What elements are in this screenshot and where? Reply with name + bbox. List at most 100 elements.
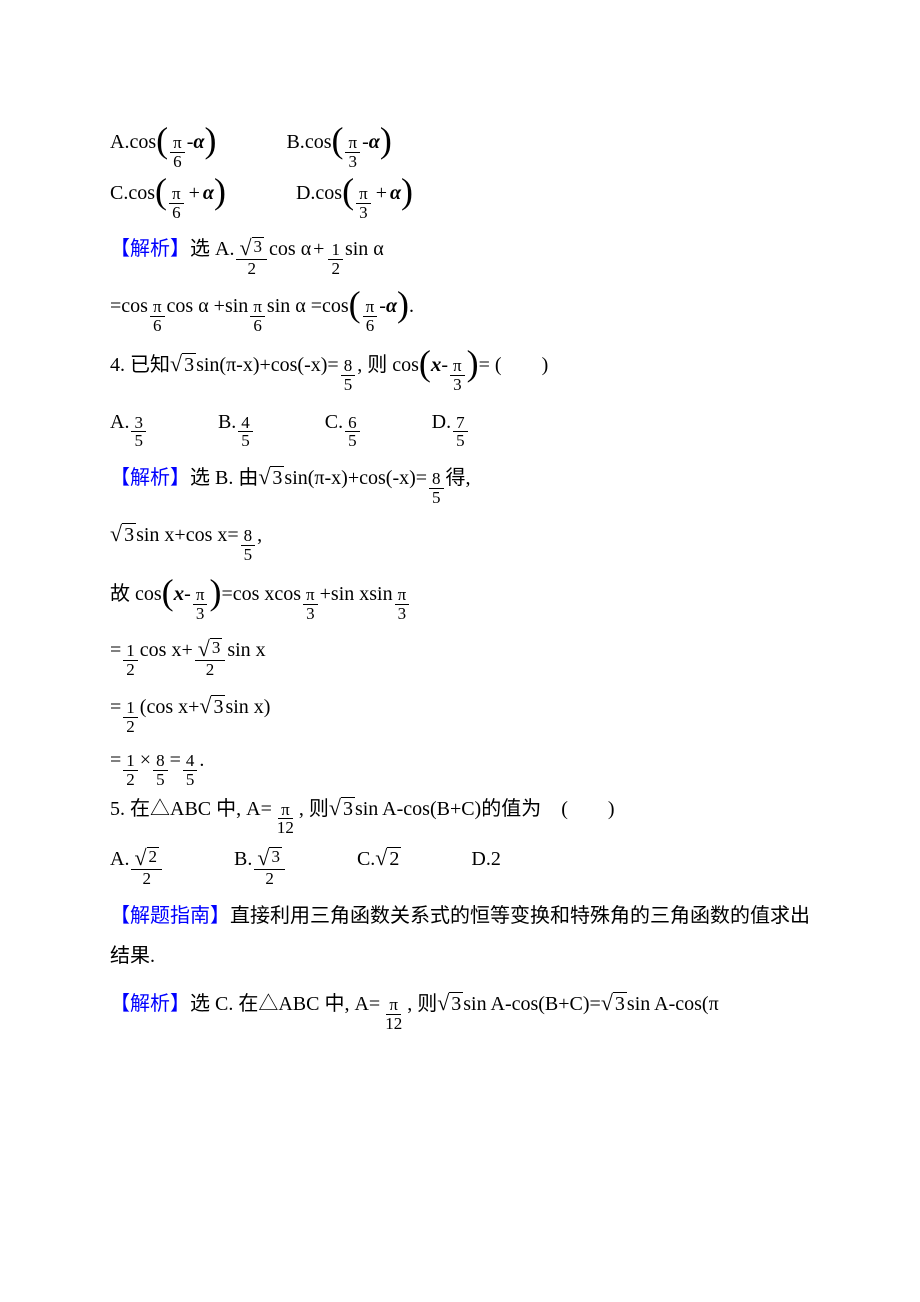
sqrt-icon: √3 (437, 992, 463, 1015)
rparen-icon: ) (380, 130, 392, 152)
prefix: 选 B. 由 (190, 458, 258, 498)
mid: , 则 (407, 984, 437, 1024)
tail: . (199, 744, 204, 776)
analysis-label: 【解析】 (110, 229, 190, 269)
q3-option-c: C. cos ( π 6 + α ) (110, 173, 226, 222)
rparen-icon: ) (214, 181, 226, 203)
coef1: √3 2 (236, 237, 267, 278)
opt-label: C. (357, 839, 375, 879)
q5-option-d: D. 2 (471, 839, 500, 879)
opt-label: C. (325, 402, 343, 442)
q5-stem: 5. 在△ABC 中, A= π 12 , 则 √3 sin A-cos(B+C… (110, 789, 810, 838)
frac: 7 5 (453, 414, 468, 451)
sqrt-icon: √3 (110, 523, 136, 546)
rparen-icon: ) (401, 181, 413, 203)
coef2: 1 2 (328, 241, 343, 278)
rparen-icon: ) (397, 294, 409, 316)
frac: 1 2 (123, 752, 138, 789)
frac: 8 5 (429, 470, 444, 507)
sqrt-icon: √3 (199, 695, 225, 718)
mid1: sin(π-x)+cos(-x)= (196, 345, 339, 385)
fn: cos (315, 173, 342, 213)
frac: π 3 (193, 586, 208, 623)
mid2: sin α =cos (267, 286, 349, 326)
tail: sin A-cos(B+C)的值为 ( ) (355, 789, 615, 829)
q3-options-row2: C. cos ( π 6 + α ) D. cos ( π 3 + α ) (110, 173, 810, 222)
q5-option-a: A. √2 2 (110, 839, 164, 888)
frac: 4 5 (238, 414, 253, 451)
tail: 得, (446, 458, 471, 498)
sqrt-icon: √3 (239, 237, 264, 259)
frac: π 3 (356, 185, 371, 222)
q4-option-c: C. 6 5 (325, 402, 362, 451)
analysis-label: 【解析】 (110, 458, 190, 498)
sqrt-icon: √3 (601, 992, 627, 1015)
q5-options: A. √2 2 B. √3 2 C. √2 D. 2 (110, 839, 810, 888)
text: sin x+cos x= (136, 515, 239, 555)
text: (cos x+ (140, 687, 200, 727)
sqrt-icon: √3 (258, 466, 284, 489)
opt-label: C. (110, 173, 128, 213)
q4-analysis-line4: = 1 2 cos x+ √3 2 sin x (110, 630, 810, 679)
opt-label: D. (471, 839, 490, 879)
var: α (386, 286, 397, 326)
lparen-icon: ( (419, 353, 431, 375)
q3-option-d: D. cos ( π 3 + α ) (296, 173, 413, 222)
q4-options: A. 3 5 B. 4 5 C. 6 5 D. 7 5 (110, 402, 810, 451)
eq-cos: =cos (110, 286, 148, 326)
opt-label: A. (110, 402, 129, 442)
op: - (184, 574, 191, 614)
tail: = ( ) (479, 345, 549, 385)
lparen-icon: ( (349, 294, 361, 316)
mid: , 则 (299, 789, 329, 829)
lparen-icon: ( (342, 181, 354, 203)
q3-analysis-line2: =cos π 6 cos α +sin π 6 sin α =cos ( π 6… (110, 286, 810, 335)
frac: √3 2 (195, 638, 226, 679)
mid2: , 则 cos (357, 345, 419, 385)
t2: sin α (345, 229, 384, 269)
prefix: 故 cos (110, 574, 162, 614)
tail: , (257, 515, 262, 555)
prefix: 5. 在△ABC 中, A= (110, 789, 272, 829)
opt-label: B. (286, 122, 304, 162)
rparen-icon: ) (467, 353, 479, 375)
sqrt-icon: √2 (134, 847, 159, 869)
fn: cos (305, 122, 332, 162)
frac: 8 5 (241, 527, 256, 564)
frac: π 3 (450, 357, 465, 394)
eq: = (110, 687, 121, 727)
q4-option-a: A. 3 5 (110, 402, 148, 451)
q4-analysis-line1: 【解析】 选 B. 由 √3 sin(π-x)+cos(-x)= 8 5 得, (110, 458, 810, 507)
mid2: sin A-cos(B+C)= (463, 984, 601, 1024)
fn: cos (128, 173, 155, 213)
q4-analysis-line2: √3 sin x+cos x= 8 5 , (110, 515, 810, 564)
q5-option-c: C. √2 (357, 839, 401, 879)
q3-option-b: B. cos ( π 3 - α ) (286, 122, 391, 171)
op: - (187, 122, 194, 162)
var: α (390, 173, 401, 213)
var: α (193, 122, 204, 162)
frac: π 3 (345, 134, 360, 171)
opt-label: B. (218, 402, 236, 442)
sqrt-icon: √3 (329, 797, 355, 820)
lparen-icon: ( (331, 130, 343, 152)
q5-hint: 【解题指南】直接利用三角函数关系式的恒等变换和特殊角的三角函数的值求出结果. (110, 896, 810, 976)
rparen-icon: ) (204, 130, 216, 152)
q4-analysis-line5: = 1 2 (cos x+ √3 sin x) (110, 687, 810, 736)
op: - (441, 345, 448, 385)
frac: π 6 (170, 134, 185, 171)
op: - (362, 122, 369, 162)
times: × (140, 744, 151, 776)
opt-label: D. (296, 173, 315, 213)
q3-option-a: A. cos ( π 6 - α ) (110, 122, 216, 171)
frac: π 12 (274, 801, 297, 838)
prefix: 4. 已知 (110, 345, 170, 385)
t2: sin x (227, 630, 265, 670)
mid1: cos α +sin (167, 286, 249, 326)
q4-analysis-line3: 故 cos ( x - π 3 ) =cos xcos π 3 +sin xsi… (110, 572, 810, 623)
t1: cos x+ (140, 630, 193, 670)
tail: sin A-cos(π (627, 984, 719, 1024)
analysis-prefix: 选 A. (190, 229, 234, 269)
op: + (376, 173, 387, 213)
sqrt-icon: √3 (198, 638, 223, 660)
